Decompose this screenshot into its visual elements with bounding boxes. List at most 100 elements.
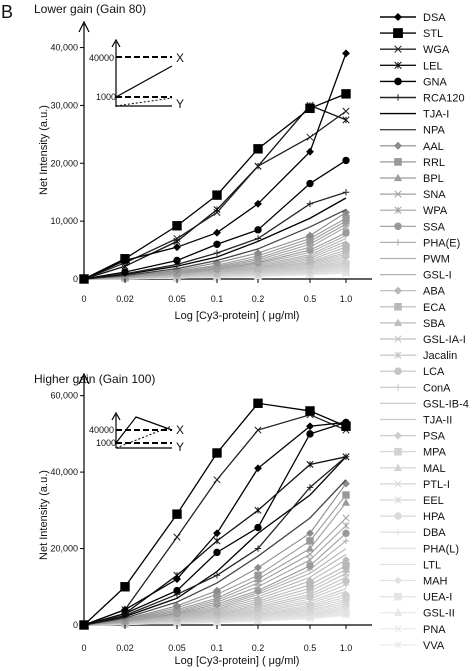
legend-marker [394,384,402,391]
legend-marker [393,431,403,440]
inset-solid-curve [115,65,173,98]
y-tick-label: 20,000 [50,158,78,168]
y-tick-label: 0 [73,274,78,284]
data-point [305,103,315,114]
data-point [341,498,351,506]
legend-marker [393,318,403,327]
legend-item-pna: PNA [380,624,446,636]
legend-label: WPA [423,205,448,217]
y-tick-label: 10,000 [50,216,78,226]
data-point [254,464,262,473]
legend-marker [393,463,403,471]
data-point [342,537,350,545]
data-point [306,537,314,545]
legend-label: SBA [423,318,446,330]
data-point [121,605,129,614]
data-point [213,529,221,538]
legend-label: BPL [423,173,444,185]
legend-label: VVA [423,640,445,652]
x-tick-label: 0.5 [304,643,317,653]
legend-marker [394,528,402,536]
legend-marker [394,335,402,343]
legend-item-sba: SBA [380,318,446,330]
x-tick-label: 0 [81,294,86,304]
legend-marker [394,367,402,376]
data-point [172,221,182,231]
legend-label: TJA-II [423,415,452,427]
legend-item-eel: EEL [380,495,444,507]
data-point [306,147,314,156]
legend-marker [394,641,402,649]
data-point [173,234,181,243]
legend-label: GSL-I [423,270,452,282]
inset-label-y: Y [176,440,184,454]
data-point [306,231,314,240]
data-point [306,133,314,141]
legend-item-gsl-ii: GSL-II [380,608,455,620]
data-point [213,476,221,484]
legend-item-tja-ii: TJA-II [380,415,452,427]
legend-item-cona: ConA [380,382,451,394]
legend-label: SSA [423,221,446,233]
x-tick-label: 0.1 [211,294,224,304]
legend-label: ConA [423,382,451,394]
legend-label: GSL-IA-I [423,334,466,346]
data-point [306,460,314,469]
data-point [306,556,314,564]
legend-item-pha-e-: PHA(E) [380,237,460,249]
inset-diagram: 40000 1000 X Y [89,411,184,454]
data-point [342,529,350,537]
legend-marker [394,625,402,633]
data-point [212,448,222,458]
y-axis-label: Net Intensity (a.u.) [38,470,50,560]
chart-lower-gain: Lower gain (Gain 80) Net Intensity (a.u.… [34,2,372,322]
legend-item-gna: GNA [380,76,448,88]
legend-label: WGA [423,44,450,56]
inset-solid-curve [115,416,173,444]
data-point [342,522,350,530]
chart-title: Lower gain (Gain 80) [34,2,146,16]
legend-label: STL [423,28,443,40]
data-point [254,426,262,434]
legend-label: DBA [423,527,446,539]
legend-item-pwm: PWM [380,254,450,266]
y-tick-label: 40,000 [50,467,78,477]
y-tick-label: 60,000 [50,391,78,401]
legend-item-sna: SNA [380,189,446,201]
data-point [213,537,221,545]
legend-label: PSA [423,431,446,443]
legend-marker [393,141,403,150]
data-point [306,422,314,431]
legend-marker [393,286,403,295]
y-tick-label: 40,000 [50,43,78,53]
legend-item-npa: NPA [380,125,445,137]
legend-marker [394,77,402,86]
data-point [213,249,221,257]
legend-label: MPA [423,447,447,459]
legend-item-aba: ABA [380,286,446,298]
legend-label: RCA120 [423,93,465,105]
legend-item-tja-i: TJA-I [380,109,449,121]
legend-label: PHA(E) [423,237,460,249]
data-point [121,268,129,276]
data-point [306,577,314,585]
legend-label: SNA [423,189,446,201]
data-point [213,208,221,217]
legend-marker [393,608,403,616]
data-point [342,590,350,599]
data-point [254,249,262,257]
data-point [173,243,181,252]
legend-label: PTL-I [423,479,450,491]
legend-label: LEL [423,60,443,72]
legend-marker [394,190,402,198]
data-point [254,523,262,532]
legend-marker [394,351,402,359]
x-tick-label: 0.2 [252,294,265,304]
legend-label: PHA(L) [423,543,459,555]
legend-label: HPA [423,511,445,523]
y-axis-arrowhead [78,372,90,385]
legend-item-lca: LCA [380,366,445,378]
inset-label-40000: 40000 [89,425,114,435]
legend-item-psa: PSA [380,431,446,443]
